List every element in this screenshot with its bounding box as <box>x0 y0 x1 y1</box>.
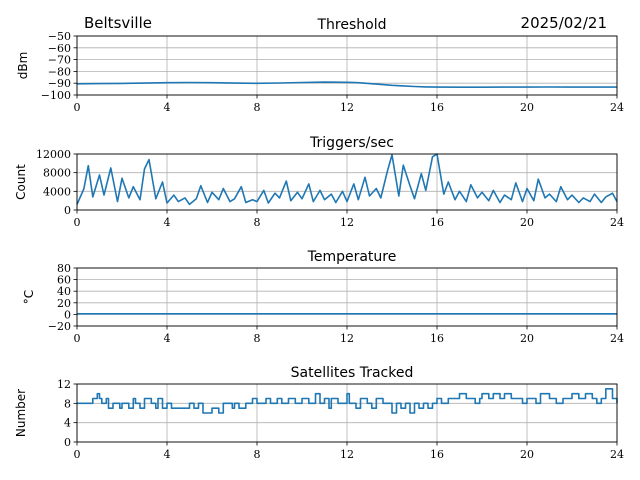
satellites-xtick-label: 8 <box>254 448 261 461</box>
triggers-xtick-label: 20 <box>520 216 534 229</box>
satellites-xtick-label: 16 <box>430 448 444 461</box>
satellites-xtick-label: 0 <box>74 448 81 461</box>
satellites-ytick-label: 4 <box>64 417 71 430</box>
satellites-ytick-label: 8 <box>64 397 71 410</box>
report-date: 2025/02/21 <box>521 14 607 32</box>
satellites-ylabel: Number <box>14 389 28 437</box>
threshold-ytick-label: −90 <box>48 77 71 90</box>
temperature-xtick-label: 12 <box>340 332 354 345</box>
temperature-ylabel: °C <box>22 290 36 304</box>
threshold-title: Threshold <box>317 17 387 33</box>
temperature-title: Temperature <box>307 249 397 265</box>
temperature-xtick-label: 24 <box>610 332 624 345</box>
threshold-xtick-label: 4 <box>164 101 171 114</box>
threshold-ytick-label: −80 <box>48 65 71 78</box>
temperature-ytick-label: 40 <box>57 285 71 298</box>
threshold-panel: 0 4 8 12 16 20 24 −100−90−80−70−60−50 Threshold d… <box>16 17 624 114</box>
satellites-xtick-label: 12 <box>340 448 354 461</box>
threshold-xtick-label: 0 <box>74 101 81 114</box>
triggers-ytick-label: 0 <box>64 204 71 217</box>
temperature-ytick-label: 80 <box>57 262 71 275</box>
triggers-xtick-label: 16 <box>430 216 444 229</box>
satellites-xtick-label: 20 <box>520 448 534 461</box>
temperature-xtick-label: 16 <box>430 332 444 345</box>
threshold-ytick-label: −100 <box>41 89 71 102</box>
site-name: Beltsville <box>84 14 152 32</box>
threshold-xtick-label: 8 <box>254 101 261 114</box>
temperature-xtick-label: 8 <box>254 332 261 345</box>
temperature-ytick-label: 0 <box>64 308 71 321</box>
triggers-ytick-label: 8000 <box>43 167 71 180</box>
satellites-ytick-label: 12 <box>57 378 71 391</box>
chart-panels: 0 4 8 12 16 20 24 −100−90−80−70−60−50 Threshold d… <box>14 17 624 461</box>
satellites-panel: 0 4 8 12 16 20 24 0 4 8 12 Satellites Tracked Number <box>14 365 624 461</box>
threshold-ytick-label: −60 <box>48 42 71 55</box>
triggers-xtick-label: 24 <box>610 216 624 229</box>
temperature-ytick-label: −20 <box>48 320 71 333</box>
threshold-xtick-label: 20 <box>520 101 534 114</box>
triggers-ytick-label: 12000 <box>36 148 71 161</box>
satellites-ytick-label: 0 <box>64 436 71 449</box>
threshold-xtick-label: 16 <box>430 101 444 114</box>
triggers-xtick-label: 4 <box>164 216 171 229</box>
triggers-series-line <box>76 153 618 206</box>
triggers-ylabel: Count <box>14 164 28 200</box>
temperature-xtick-label: 20 <box>520 332 534 345</box>
triggers-title: Triggers/sec <box>309 135 394 151</box>
threshold-xtick-label: 24 <box>610 101 624 114</box>
triggers-xtick-label: 0 <box>74 216 81 229</box>
temperature-ytick-label: 60 <box>57 274 71 287</box>
satellites-xtick-label: 24 <box>610 448 624 461</box>
threshold-series-line <box>76 81 617 88</box>
threshold-ytick-label: −50 <box>48 30 71 43</box>
temperature-xtick-label: 0 <box>74 332 81 345</box>
triggers-xtick-label: 12 <box>340 216 354 229</box>
satellites-xtick-label: 4 <box>164 448 171 461</box>
triggers-xtick-label: 8 <box>254 216 261 229</box>
temperature-xtick-label: 4 <box>164 332 171 345</box>
satellites-title: Satellites Tracked <box>291 365 414 381</box>
threshold-xtick-label: 12 <box>340 101 354 114</box>
temperature-ytick-label: 20 <box>57 297 71 310</box>
threshold-ytick-label: −70 <box>48 54 71 67</box>
satellites-series-line <box>77 388 618 414</box>
triggers-panel: 0 4 8 12 16 20 24 0 4000 8000 12000 Triggers/sec Cou… <box>14 135 624 229</box>
threshold-ylabel: dBm <box>16 52 30 80</box>
triggers-ytick-label: 4000 <box>43 185 71 198</box>
